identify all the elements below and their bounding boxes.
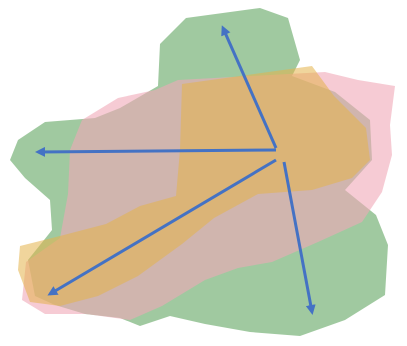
arrow-left [35,146,277,157]
arrow-group [35,25,316,315]
yellow-region [18,66,370,306]
arrow-up [221,25,278,149]
arrow-down-left [47,158,277,296]
arrow-down [282,161,316,315]
